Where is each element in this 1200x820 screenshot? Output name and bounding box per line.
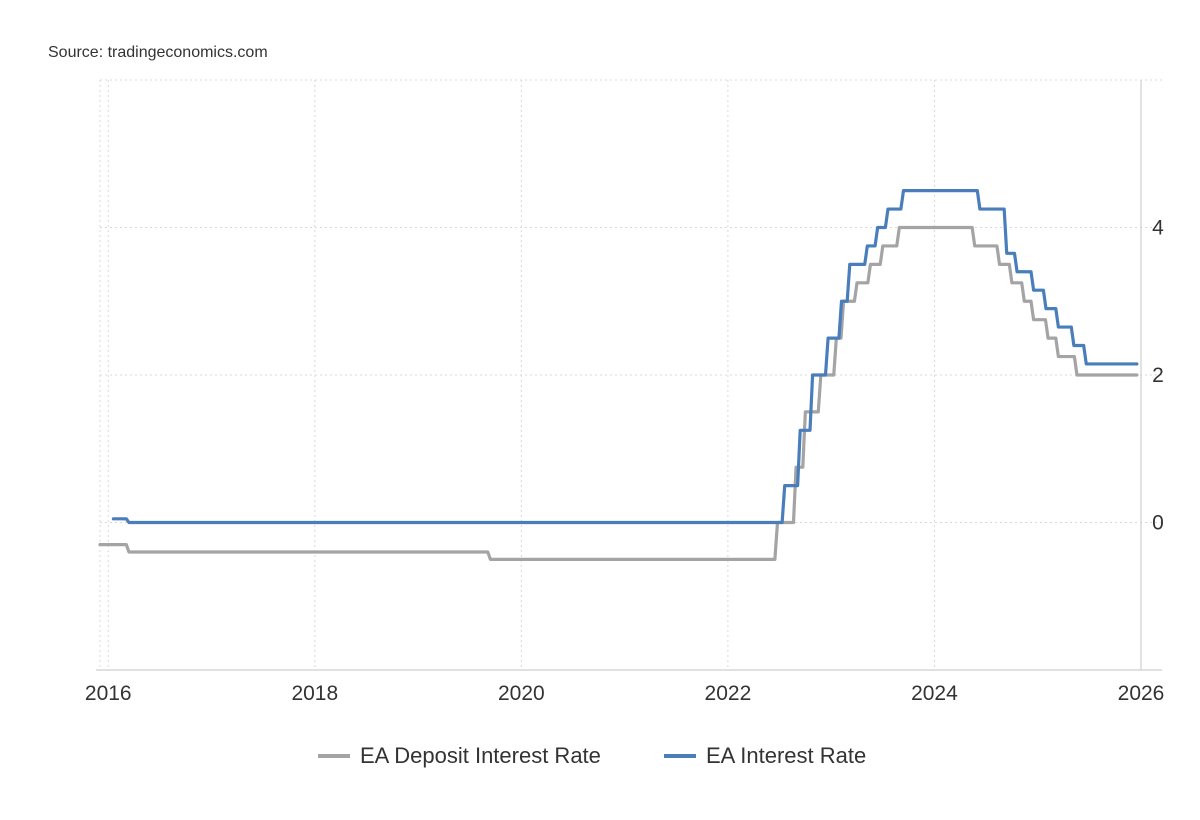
series-line-interest-rate — [111, 189, 1139, 525]
source-label: Source: tradingeconomics.com — [48, 44, 268, 61]
x-tick-label: 2022 — [705, 682, 752, 705]
y-axis-tick-labels: 0 2 4 — [1152, 217, 1164, 535]
y-tick-label: 0 — [1152, 512, 1164, 535]
legend-item-interest-rate[interactable]: EA Interest Rate — [664, 743, 866, 768]
x-tick-label: 2016 — [85, 682, 132, 705]
legend[interactable]: EA Deposit Interest Rate EA Interest Rate — [318, 743, 866, 768]
axes — [96, 80, 1162, 671]
legend-label: EA Interest Rate — [706, 743, 866, 768]
y-tick-label: 4 — [1152, 217, 1164, 240]
x-tick-label: 2024 — [911, 682, 958, 705]
x-tick-label: 2026 — [1118, 682, 1165, 705]
series-line-deposit-rate — [98, 225, 1139, 561]
legend-item-deposit-rate[interactable]: EA Deposit Interest Rate — [318, 743, 601, 768]
x-tick-label: 2018 — [291, 682, 338, 705]
y-tick-label: 2 — [1152, 364, 1164, 387]
x-axis-tick-labels: 2016 2018 2020 2022 2024 2026 — [85, 682, 1164, 705]
x-tick-label: 2020 — [498, 682, 545, 705]
legend-label: EA Deposit Interest Rate — [360, 743, 601, 768]
grid-lines — [99, 79, 1162, 670]
series-lines — [98, 189, 1139, 561]
